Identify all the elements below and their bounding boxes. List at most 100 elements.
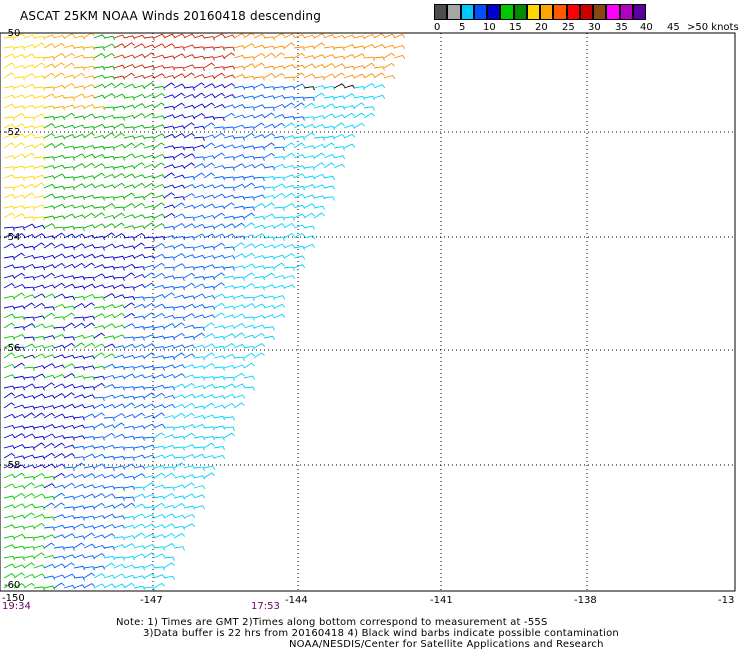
wind-barb <box>273 313 286 319</box>
wind-barb <box>23 343 36 349</box>
wind-barb <box>143 192 155 199</box>
wind-barb <box>133 283 146 289</box>
grid-lines <box>0 33 735 591</box>
wind-barb <box>173 364 186 369</box>
wind-barb <box>283 203 296 209</box>
legend-label: 0 <box>434 22 441 33</box>
wind-barb <box>143 465 156 470</box>
wind-barb <box>173 316 185 321</box>
wind-barb <box>123 515 136 521</box>
wind-barb <box>113 116 125 121</box>
wind-barb <box>133 64 146 69</box>
wind-barb <box>173 102 185 109</box>
wind-barb <box>253 104 266 109</box>
wind-barb <box>123 555 136 561</box>
wind-barb <box>33 335 46 341</box>
wind-barb <box>273 163 286 169</box>
wind-barb <box>103 384 116 389</box>
wind-barb <box>203 134 216 139</box>
wind-barb <box>83 583 96 589</box>
wind-barb <box>113 524 126 529</box>
wind-barb <box>113 386 125 391</box>
wind-barb <box>203 83 216 89</box>
wind-barb <box>243 114 256 119</box>
legend-swatch <box>460 4 474 20</box>
wind-barb <box>83 445 96 450</box>
wind-barb <box>83 386 96 391</box>
wind-barb <box>123 354 136 360</box>
wind-barb <box>213 46 225 51</box>
wind-barb <box>153 294 166 299</box>
wind-barb <box>243 85 256 91</box>
wind-barb <box>213 175 226 181</box>
wind-barb <box>123 272 135 279</box>
wind-barb <box>133 445 146 451</box>
wind-barb <box>153 174 166 179</box>
wind-barb <box>343 54 356 59</box>
wind-barb <box>183 324 196 329</box>
wind-barb <box>83 244 96 249</box>
wind-barb <box>303 96 315 102</box>
wind-barb <box>263 314 276 319</box>
wind-barb <box>223 202 235 209</box>
wind-barb <box>143 552 155 559</box>
wind-barb <box>43 442 55 449</box>
wind-barb <box>263 202 275 209</box>
wind-barb <box>23 546 35 551</box>
wind-barb <box>33 405 46 410</box>
wind-barb <box>73 195 86 201</box>
wind-barb <box>203 285 216 291</box>
wind-barb <box>253 83 266 89</box>
wind-barb <box>83 253 96 259</box>
wind-barb <box>93 436 105 441</box>
wind-barb <box>233 304 246 309</box>
wind-barb <box>213 454 226 460</box>
wind-barb <box>13 503 26 509</box>
wind-barb <box>63 562 75 569</box>
wind-barb <box>153 312 165 319</box>
wind-barb <box>53 524 66 529</box>
wind-barb <box>183 432 195 439</box>
wind-barb <box>203 376 216 381</box>
wind-barb <box>183 353 196 359</box>
pass-time-west: 19:34 <box>2 601 31 612</box>
wind-barb <box>243 32 255 39</box>
wind-barb <box>253 215 266 221</box>
wind-barb <box>153 64 166 70</box>
wind-barb <box>343 93 356 99</box>
wind-barb <box>43 424 56 429</box>
wind-barb <box>163 513 176 519</box>
wind-barb <box>13 243 26 249</box>
wind-barb <box>3 186 15 191</box>
wind-barb <box>133 195 146 201</box>
wind-barb <box>323 54 336 59</box>
wind-barb <box>23 43 36 49</box>
wind-barb <box>93 313 106 319</box>
wind-barb <box>243 212 255 219</box>
wind-barb <box>293 165 306 170</box>
wind-barb <box>93 365 106 371</box>
wind-barb <box>193 475 206 480</box>
wind-barb <box>243 234 256 239</box>
wind-barb <box>213 84 226 89</box>
wind-barb <box>243 222 255 229</box>
wind-barb <box>143 163 156 169</box>
legend-label: 35 <box>615 22 628 33</box>
wind-barb <box>83 175 96 180</box>
wind-barb <box>173 484 186 489</box>
wind-barb <box>53 563 66 569</box>
wind-barb <box>303 132 315 139</box>
wind-barb <box>233 65 246 71</box>
wind-barb <box>83 212 95 219</box>
wind-barb <box>163 114 176 119</box>
wind-barb <box>143 334 156 339</box>
wind-barb <box>93 423 106 429</box>
wind-barb <box>273 135 286 141</box>
wind-barb <box>23 233 36 239</box>
wind-barb <box>13 346 25 352</box>
wind-barb <box>23 254 36 260</box>
wind-barb <box>113 583 126 589</box>
wind-barb <box>63 336 75 341</box>
wind-barb <box>13 326 25 331</box>
wind-barb <box>203 314 216 319</box>
